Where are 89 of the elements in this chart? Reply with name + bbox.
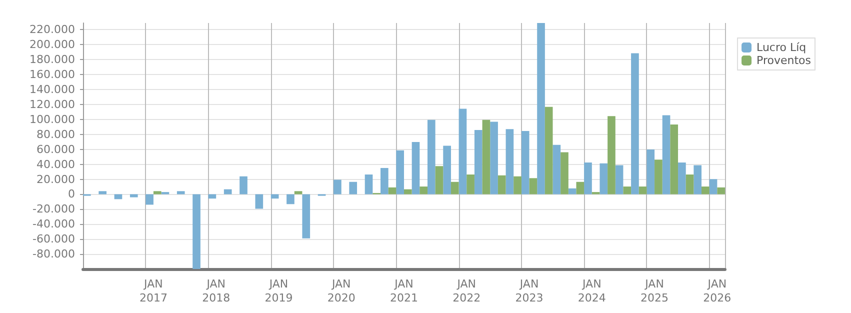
y-tick-label: 20.000 — [36, 172, 75, 186]
bar — [412, 142, 420, 194]
y-tick-label: -40.000 — [32, 218, 75, 231]
bar — [388, 187, 396, 194]
bar — [364, 174, 373, 194]
x-tick-label: JAN 2018 — [202, 278, 230, 304]
bar — [702, 186, 710, 194]
y-tick-label: 80.000 — [36, 128, 75, 141]
bar — [521, 130, 530, 194]
bar — [286, 194, 294, 204]
x-tick-label: JAN 2017 — [139, 278, 168, 304]
x-tick-label: JAN 2020 — [327, 278, 356, 304]
bar — [474, 130, 482, 194]
bar — [404, 189, 412, 194]
bar — [114, 194, 122, 200]
bar — [709, 179, 718, 194]
bar — [576, 182, 584, 194]
bar — [302, 194, 310, 238]
legend-label: Lucro Líq — [756, 41, 806, 54]
bar — [600, 163, 608, 194]
bar — [270, 194, 279, 199]
bar — [420, 186, 428, 194]
bar — [514, 176, 522, 194]
x-tick-label: JAN 2022 — [452, 278, 481, 304]
bar — [631, 53, 639, 194]
bar — [694, 165, 702, 194]
bar — [568, 188, 576, 194]
bar — [678, 162, 686, 194]
bar — [130, 194, 138, 198]
bar — [224, 189, 232, 194]
bar — [560, 152, 568, 194]
bar — [240, 176, 248, 194]
x-tick-label: JAN 2024 — [578, 278, 606, 304]
y-tick-label: 120.000 — [30, 98, 75, 111]
bar — [349, 182, 358, 194]
bar — [255, 194, 264, 209]
bar — [490, 122, 498, 194]
bar — [506, 129, 514, 194]
bar — [334, 180, 342, 194]
y-tick-label: 140.000 — [30, 83, 75, 96]
bar — [153, 191, 162, 194]
bar — [646, 149, 655, 194]
x-tick-label: JAN 2025 — [640, 278, 669, 304]
bar — [537, 23, 545, 194]
bar — [98, 191, 106, 194]
bar — [427, 120, 436, 194]
x-tick-label: JAN 2019 — [264, 278, 293, 304]
bar — [608, 116, 616, 194]
legend-label: Proventos — [756, 54, 812, 67]
y-tick-label: 220.000 — [30, 23, 75, 36]
x-tick-label: JAN 2026 — [703, 278, 732, 304]
y-tick-label: 200.000 — [30, 38, 75, 52]
bar — [176, 191, 185, 194]
y-tick-label: 160.000 — [30, 68, 75, 82]
y-tick-label: -60.000 — [32, 232, 75, 246]
bar — [450, 182, 459, 194]
bar — [294, 191, 302, 194]
bar — [686, 174, 694, 194]
bar — [638, 186, 647, 194]
bar — [443, 146, 451, 194]
bar — [466, 174, 474, 194]
bar — [552, 144, 561, 194]
bar — [396, 150, 404, 194]
bar — [623, 186, 632, 194]
bar — [529, 178, 538, 194]
bar — [584, 162, 592, 194]
y-tick-label: 60.000 — [36, 142, 75, 156]
bar — [458, 108, 467, 194]
bar — [654, 160, 662, 194]
bar — [544, 106, 553, 194]
bar — [146, 194, 154, 205]
bar — [192, 194, 200, 269]
y-tick-label: 180.000 — [30, 53, 75, 66]
y-tick-label: -80.000 — [32, 248, 75, 261]
bar — [380, 168, 388, 194]
bar — [662, 115, 670, 194]
bar — [670, 124, 678, 194]
bar — [717, 187, 725, 194]
y-tick-label: 40.000 — [36, 158, 75, 171]
bar — [208, 194, 216, 199]
bar — [615, 165, 624, 194]
y-tick-label: -20.000 — [32, 202, 75, 216]
y-tick-label: 100.000 — [30, 112, 75, 126]
bar — [435, 166, 444, 194]
y-tick-label: 0 — [68, 188, 75, 201]
x-tick-label: JAN 2021 — [390, 278, 418, 304]
x-tick-label: JAN 2023 — [515, 278, 544, 304]
bar — [498, 175, 506, 194]
bar — [482, 120, 490, 194]
